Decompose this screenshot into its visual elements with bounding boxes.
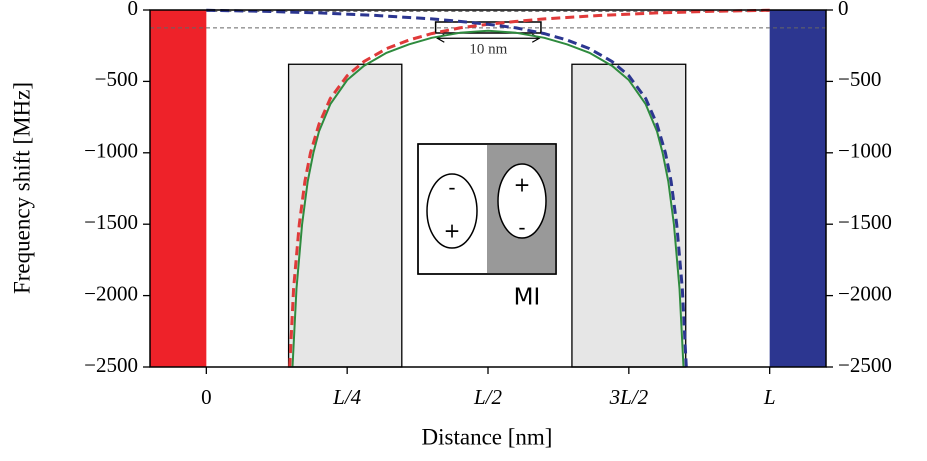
gray-box bbox=[287, 63, 403, 368]
charge: - bbox=[448, 176, 455, 200]
y-tick-label: −1000 bbox=[84, 139, 138, 163]
y-tick-label: 0 bbox=[128, 0, 139, 20]
x-tick-label: 0 bbox=[201, 385, 212, 409]
inset-border bbox=[417, 143, 557, 275]
x-axis-label: Distance [nm] bbox=[422, 424, 553, 449]
y2-tick-label: 0 bbox=[838, 0, 849, 20]
dipole-left bbox=[426, 173, 478, 249]
charge: + bbox=[444, 219, 461, 243]
y2-tick-label: −2000 bbox=[838, 281, 892, 305]
scale-bar-label: 10 nm bbox=[469, 42, 507, 58]
y2-tick-label: −2500 bbox=[838, 353, 892, 377]
y-tick-label: −1500 bbox=[84, 210, 138, 234]
y2-tick-label: −1500 bbox=[838, 210, 892, 234]
x-tick-label: L bbox=[763, 385, 776, 409]
y-axis-label: Frequency shift [MHz] bbox=[9, 82, 34, 294]
y-tick-label: −2000 bbox=[84, 281, 138, 305]
x-tick-label: L/2 bbox=[473, 385, 503, 409]
y-tick-label: −2500 bbox=[84, 353, 138, 377]
zoom-box bbox=[434, 21, 542, 34]
inset-label: MI bbox=[514, 285, 541, 311]
wall-region bbox=[769, 10, 826, 367]
y2-tick-label: −500 bbox=[838, 67, 881, 91]
gray-box bbox=[571, 63, 687, 368]
curve bbox=[291, 29, 685, 368]
charge: - bbox=[518, 216, 525, 240]
x-tick-label: L/4 bbox=[332, 385, 362, 409]
wall-region bbox=[150, 10, 207, 367]
dipole-right bbox=[497, 163, 547, 239]
y-tick-label: −500 bbox=[95, 67, 138, 91]
inset: - + + - MI bbox=[417, 143, 557, 311]
x-tick-label: 3L/2 bbox=[609, 385, 649, 409]
y2-tick-label: −1000 bbox=[838, 139, 892, 163]
charge: + bbox=[514, 173, 531, 197]
